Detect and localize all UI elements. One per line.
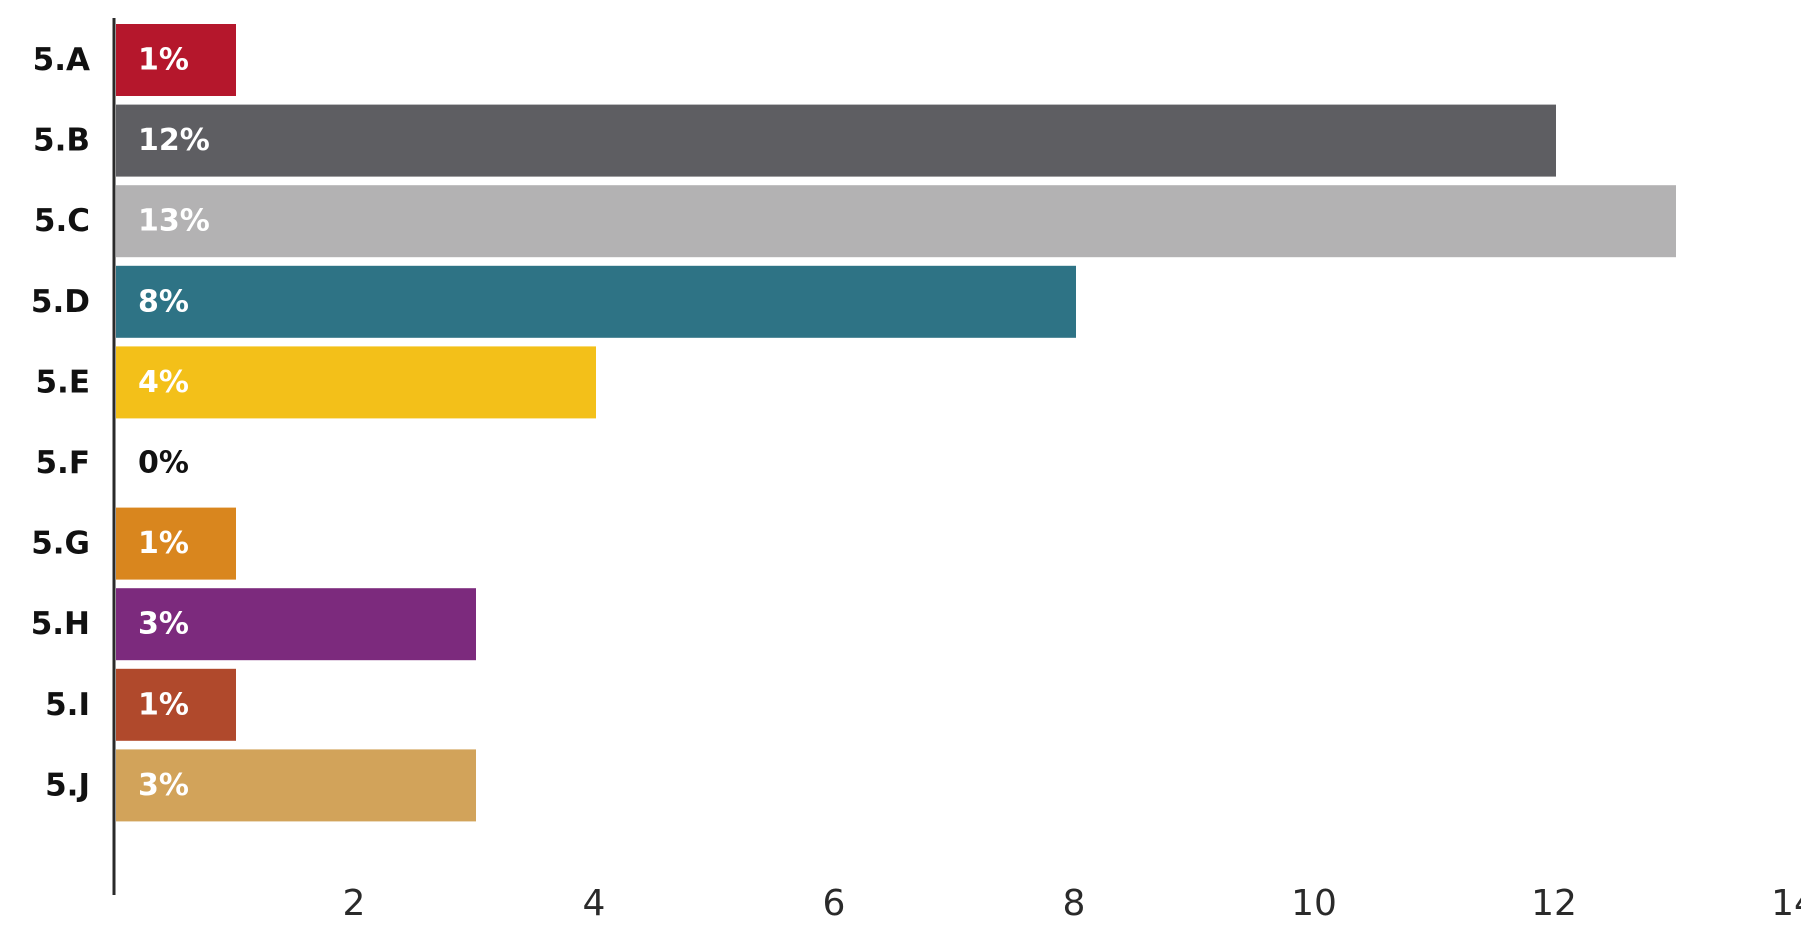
value-label-5-h: 3% [138, 607, 189, 642]
category-labels: 5.A 5.B 5.C 5.D 5.E 5.F 5.G 5.H 5.I 5.J [31, 42, 90, 803]
category-label-5-d: 5.D [31, 284, 90, 320]
x-tick-label-10: 10 [1291, 883, 1337, 924]
bar-5-e [116, 346, 596, 419]
value-label-5-a: 1% [138, 43, 189, 78]
bar-5-g [116, 507, 236, 580]
bar-5-d [116, 265, 1076, 338]
x-axis-ticks: 2 4 6 8 10 12 14 [343, 883, 1801, 924]
category-label-5-b: 5.B [33, 123, 90, 159]
category-label-5-c: 5.C [34, 203, 90, 239]
x-tick-label-12: 12 [1531, 883, 1577, 924]
bar-5-j [116, 749, 476, 822]
bar-5-a [116, 24, 236, 96]
value-labels: 1% 12% 13% 8% 4% 0% 1% 3% 1% 3% [138, 43, 210, 803]
category-label-5-f: 5.F [35, 445, 90, 481]
value-label-5-j: 3% [138, 768, 189, 803]
x-tick-label-8: 8 [1063, 883, 1086, 924]
value-label-5-i: 1% [138, 687, 189, 722]
category-label-5-g: 5.G [31, 526, 90, 562]
x-tick-label-2: 2 [343, 883, 366, 924]
value-label-5-b: 12% [138, 123, 210, 158]
category-label-5-e: 5.E [35, 364, 90, 400]
category-label-5-j: 5.J [45, 767, 90, 803]
category-label-5-i: 5.I [45, 687, 90, 723]
bar-5-i [116, 668, 236, 741]
value-label-5-d: 8% [138, 284, 189, 319]
category-label-5-h: 5.H [31, 606, 90, 642]
x-tick-label-4: 4 [583, 883, 606, 924]
value-label-5-f: 0% [138, 446, 189, 481]
x-tick-label-14: 14 [1771, 883, 1801, 924]
value-label-5-g: 1% [138, 526, 189, 561]
value-label-5-e: 4% [138, 365, 189, 400]
bar-5-b [116, 104, 1556, 177]
x-tick-label-6: 6 [823, 883, 846, 924]
category-label-5-a: 5.A [33, 42, 90, 78]
value-label-5-c: 13% [138, 204, 210, 239]
bar-5-c [116, 185, 1676, 258]
bars-layer [116, 24, 1676, 822]
bar-5-h [116, 588, 476, 661]
